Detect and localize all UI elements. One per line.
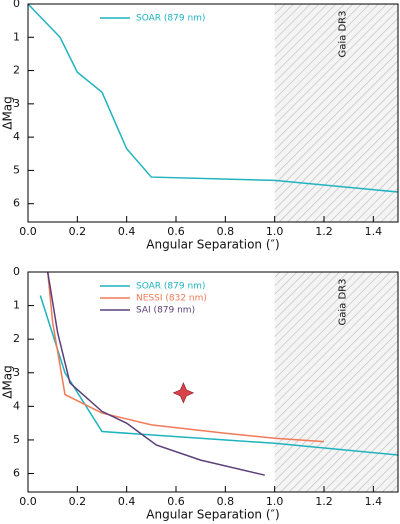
y-tick-label: 4	[13, 399, 20, 412]
x-tick-label: 0.6	[167, 495, 185, 508]
x-tick-label: 1.2	[315, 495, 333, 508]
y-tick-label: 2	[13, 64, 20, 77]
y-tick-label: 4	[13, 130, 20, 143]
series-line	[46, 271, 325, 443]
shaded-region	[274, 272, 398, 492]
x-tick-label: 0.2	[69, 225, 87, 238]
plot-frame	[27, 3, 399, 223]
y-tick-label: 6	[13, 197, 20, 210]
x-tick-label: 0.6	[167, 225, 185, 238]
y-axis-label: ΔMag	[1, 365, 15, 399]
x-tick-label: 0.2	[69, 495, 87, 508]
y-tick-label: 1	[13, 299, 20, 312]
x-tick-label: 1.0	[266, 225, 284, 238]
x-tick-label: 0.0	[19, 495, 37, 508]
series-line	[27, 3, 399, 193]
y-tick-label: 5	[13, 163, 20, 176]
star-marker	[172, 382, 195, 404]
y-tick-label: 3	[13, 97, 20, 110]
x-tick-label: 0.8	[217, 225, 235, 238]
y-tick-label: 5	[13, 433, 20, 446]
y-tick-label: 3	[13, 366, 20, 379]
x-axis-label: Angular Separation (″)	[146, 238, 279, 252]
y-tick-label: 0	[13, 265, 20, 278]
legend-label: NESSI (832 nm)	[136, 294, 207, 304]
plot-frame	[27, 271, 399, 493]
x-tick-label: 0.4	[118, 225, 136, 238]
shaded-region	[274, 4, 398, 222]
x-tick-label: 0.8	[217, 495, 235, 508]
x-tick-label: 1.4	[365, 225, 383, 238]
legend-label: SOAR (879 nm)	[136, 14, 205, 24]
x-tick-label: 1.4	[365, 495, 383, 508]
x-axis-label: Angular Separation (″)	[146, 508, 279, 522]
shade-label: Gaia DR3	[338, 279, 349, 326]
legend-label: SAI (879 nm)	[136, 306, 195, 316]
shade-label: Gaia DR3	[338, 11, 349, 58]
y-tick-label: 0	[13, 0, 20, 10]
y-tick-label: 1	[13, 30, 20, 43]
series-line	[46, 271, 265, 476]
x-tick-label: 1.2	[315, 225, 333, 238]
y-tick-label: 2	[13, 332, 20, 345]
legend-label: SOAR (879 nm)	[136, 282, 205, 292]
y-axis-label: ΔMag	[1, 96, 15, 130]
x-tick-label: 1.0	[266, 495, 284, 508]
x-tick-label: 0.4	[118, 495, 136, 508]
y-tick-label: 6	[13, 467, 20, 480]
x-tick-label: 0.0	[19, 225, 37, 238]
